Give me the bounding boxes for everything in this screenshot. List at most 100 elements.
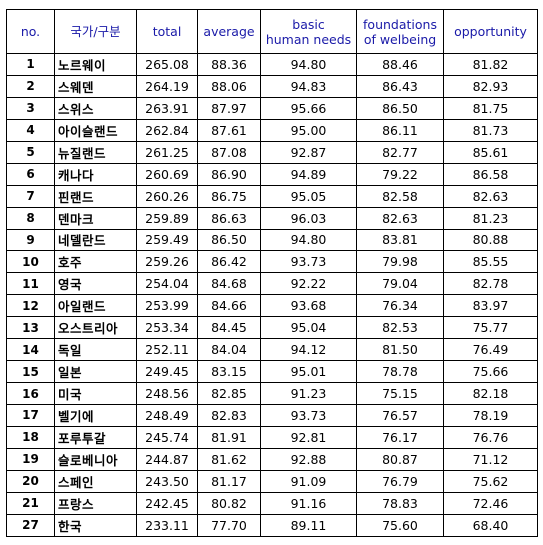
cell-rank: 1 (6, 53, 55, 76)
cell-opportunity: 75.62 (443, 469, 538, 493)
table-row: 4 아이슬랜드 262.84 87.61 95.00 86.11 81.73 (6, 118, 538, 142)
table-row: 7 핀랜드 260.26 86.75 95.05 82.58 82.63 (6, 184, 538, 208)
cell-foundations-of-wellbeing: 75.60 (356, 513, 444, 537)
cell-basic-human-needs: 91.16 (260, 491, 357, 515)
cell-total: 260.26 (136, 184, 198, 208)
cell-average: 87.61 (197, 118, 261, 142)
header-opportunity: opportunity (443, 9, 538, 54)
cell-country: 캐나다 (54, 162, 137, 186)
header-basic-line1: basic (292, 16, 325, 32)
table-row: 21 프랑스 242.45 80.82 91.16 78.83 72.46 (6, 491, 538, 515)
cell-country: 프랑스 (54, 491, 137, 515)
table-row: 3 스위스 263.91 87.97 95.66 86.50 81.75 (6, 96, 538, 120)
cell-rank: 5 (6, 140, 55, 164)
cell-foundations-of-wellbeing: 76.79 (356, 469, 444, 493)
cell-opportunity: 81.75 (443, 96, 538, 120)
cell-country: 포루투갈 (54, 425, 137, 449)
cell-foundations-of-wellbeing: 83.81 (356, 228, 444, 252)
cell-total: 242.45 (136, 491, 198, 515)
cell-country: 독일 (54, 338, 137, 362)
cell-average: 81.62 (197, 447, 261, 471)
cell-foundations-of-wellbeing: 78.83 (356, 491, 444, 515)
cell-opportunity: 81.23 (443, 206, 538, 230)
cell-total: 244.87 (136, 447, 198, 471)
cell-rank: 20 (6, 469, 55, 493)
cell-average: 87.08 (197, 140, 261, 164)
cell-opportunity: 75.77 (443, 316, 538, 340)
cell-foundations-of-wellbeing: 75.15 (356, 382, 444, 405)
cell-opportunity: 82.63 (443, 184, 538, 208)
cell-foundations-of-wellbeing: 79.04 (356, 272, 444, 296)
cell-basic-human-needs: 94.80 (260, 228, 357, 252)
cell-foundations-of-wellbeing: 82.58 (356, 184, 444, 208)
cell-rank: 7 (6, 184, 55, 208)
cell-country: 호주 (54, 250, 137, 274)
cell-average: 87.97 (197, 96, 261, 120)
cell-rank: 17 (6, 404, 55, 427)
cell-country: 노르웨이 (54, 53, 137, 76)
cell-foundations-of-wellbeing: 86.11 (356, 118, 444, 142)
cell-average: 83.15 (197, 360, 261, 384)
cell-total: 252.11 (136, 338, 198, 362)
header-found-line1: foundations (363, 16, 437, 32)
table-row: 16 미국 248.56 82.85 91.23 75.15 82.18 (6, 382, 538, 405)
cell-country: 덴마크 (54, 206, 137, 230)
cell-average: 88.36 (197, 53, 261, 76)
cell-opportunity: 76.76 (443, 425, 538, 449)
cell-basic-human-needs: 93.73 (260, 250, 357, 274)
cell-country: 스위스 (54, 96, 137, 120)
cell-country: 일본 (54, 360, 137, 384)
cell-total: 248.49 (136, 404, 198, 427)
cell-foundations-of-wellbeing: 86.43 (356, 74, 444, 98)
cell-rank: 15 (6, 360, 55, 384)
table-row: 8 덴마크 259.89 86.63 96.03 82.63 81.23 (6, 206, 538, 230)
cell-basic-human-needs: 92.87 (260, 140, 357, 164)
table-row: 9 네델란드 259.49 86.50 94.80 83.81 80.88 (6, 228, 538, 252)
header-no: no. (6, 9, 55, 54)
header-foundations-of-wellbeing: foundations of welbeing (356, 9, 444, 54)
cell-rank: 16 (6, 382, 55, 405)
cell-basic-human-needs: 92.88 (260, 447, 357, 471)
cell-average: 84.66 (197, 294, 261, 318)
table-row: 27 한국 233.11 77.70 89.11 75.60 68.40 (6, 513, 538, 537)
cell-total: 265.08 (136, 53, 198, 76)
cell-opportunity: 86.58 (443, 162, 538, 186)
header-country: 국가/구분 (54, 9, 137, 54)
cell-rank: 2 (6, 74, 55, 98)
cell-country: 핀랜드 (54, 184, 137, 208)
cell-foundations-of-wellbeing: 76.34 (356, 294, 444, 318)
cell-basic-human-needs: 91.23 (260, 382, 357, 405)
cell-average: 81.17 (197, 469, 261, 493)
cell-rank: 12 (6, 294, 55, 318)
cell-average: 82.83 (197, 404, 261, 427)
cell-average: 84.68 (197, 272, 261, 296)
cell-foundations-of-wellbeing: 79.22 (356, 162, 444, 186)
cell-basic-human-needs: 89.11 (260, 513, 357, 537)
cell-total: 263.91 (136, 96, 198, 120)
header-found-line2: of welbeing (363, 31, 437, 47)
table-row: 19 슬로베니아 244.87 81.62 92.88 80.87 71.12 (6, 447, 538, 471)
table-row: 20 스페인 243.50 81.17 91.09 76.79 75.62 (6, 469, 538, 493)
cell-country: 오스트리아 (54, 316, 137, 340)
cell-country: 한국 (54, 513, 137, 537)
cell-average: 86.90 (197, 162, 261, 186)
cell-opportunity: 81.73 (443, 118, 538, 142)
cell-average: 81.91 (197, 425, 261, 449)
cell-total: 233.11 (136, 513, 198, 537)
cell-rank: 3 (6, 96, 55, 120)
cell-average: 84.04 (197, 338, 261, 362)
cell-rank: 10 (6, 250, 55, 274)
cell-basic-human-needs: 95.66 (260, 96, 357, 120)
cell-basic-human-needs: 95.05 (260, 184, 357, 208)
cell-basic-human-needs: 94.80 (260, 53, 357, 76)
cell-average: 80.82 (197, 491, 261, 515)
cell-basic-human-needs: 94.12 (260, 338, 357, 362)
table-row: 17 벨기에 248.49 82.83 93.73 76.57 78.19 (6, 404, 538, 427)
cell-country: 네델란드 (54, 228, 137, 252)
cell-country: 아일랜드 (54, 294, 137, 318)
cell-average: 86.63 (197, 206, 261, 230)
cell-country: 벨기에 (54, 404, 137, 427)
cell-opportunity: 85.61 (443, 140, 538, 164)
cell-rank: 27 (6, 513, 55, 537)
cell-total: 262.84 (136, 118, 198, 142)
